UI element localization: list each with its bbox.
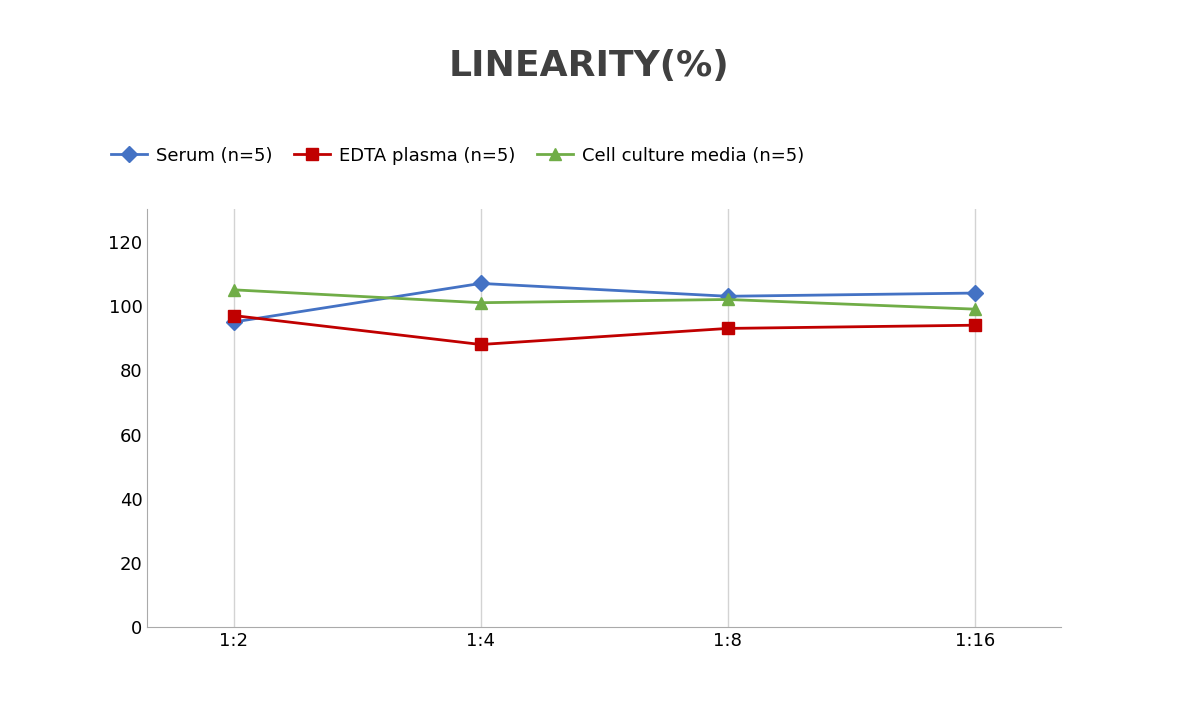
Serum (n=5) bbox=[474, 279, 488, 288]
Cell culture media (n=5) bbox=[474, 298, 488, 307]
Text: LINEARITY(%): LINEARITY(%) bbox=[449, 49, 730, 83]
Serum (n=5) bbox=[226, 318, 241, 326]
Line: Cell culture media (n=5): Cell culture media (n=5) bbox=[228, 283, 981, 315]
Cell culture media (n=5) bbox=[226, 286, 241, 294]
Cell culture media (n=5) bbox=[968, 305, 982, 313]
Line: EDTA plasma (n=5): EDTA plasma (n=5) bbox=[229, 310, 980, 350]
EDTA plasma (n=5) bbox=[968, 321, 982, 329]
EDTA plasma (n=5) bbox=[474, 341, 488, 349]
Serum (n=5) bbox=[968, 289, 982, 298]
EDTA plasma (n=5) bbox=[720, 324, 735, 333]
Cell culture media (n=5) bbox=[720, 295, 735, 304]
Line: Serum (n=5): Serum (n=5) bbox=[229, 278, 980, 328]
Serum (n=5) bbox=[720, 292, 735, 300]
Legend: Serum (n=5), EDTA plasma (n=5), Cell culture media (n=5): Serum (n=5), EDTA plasma (n=5), Cell cul… bbox=[104, 140, 811, 172]
EDTA plasma (n=5) bbox=[226, 312, 241, 320]
